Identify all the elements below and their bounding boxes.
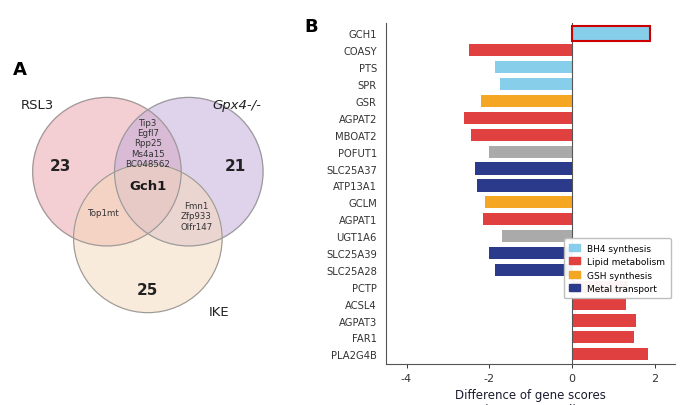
Circle shape: [114, 98, 263, 246]
Bar: [485, 197, 572, 209]
Bar: [495, 264, 572, 276]
Bar: [469, 45, 572, 58]
Bar: [572, 331, 634, 343]
Bar: [572, 348, 648, 360]
Text: Gch1: Gch1: [130, 179, 167, 192]
Text: Gpx4-/-: Gpx4-/-: [213, 99, 262, 112]
Bar: [572, 28, 650, 40]
Text: B: B: [305, 17, 318, 36]
Bar: [495, 62, 572, 74]
Text: IKE: IKE: [209, 305, 229, 318]
Bar: [572, 281, 628, 293]
Circle shape: [32, 98, 181, 246]
Bar: [471, 129, 572, 141]
Text: 21: 21: [225, 159, 247, 174]
Bar: [500, 79, 572, 91]
Text: Tip3
Egfl7
Rpp25
Ms4a15
BC048562: Tip3 Egfl7 Rpp25 Ms4a15 BC048562: [125, 118, 170, 169]
Bar: [502, 230, 572, 243]
Bar: [489, 247, 572, 260]
Text: 23: 23: [49, 159, 71, 174]
Text: Top1mt: Top1mt: [88, 209, 120, 217]
Text: 25: 25: [137, 283, 158, 298]
Text: RSL3: RSL3: [21, 99, 54, 112]
Bar: [475, 163, 572, 175]
Bar: [481, 96, 572, 108]
Text: A: A: [13, 60, 27, 78]
Bar: [572, 315, 636, 327]
Bar: [489, 146, 572, 158]
Legend: BH4 synthesis, Lipid metabolism, GSH synthesis, Metal transport: BH4 synthesis, Lipid metabolism, GSH syn…: [564, 239, 670, 299]
X-axis label: Difference of gene scores
(RSL3 – control): Difference of gene scores (RSL3 – contro…: [455, 388, 606, 405]
Circle shape: [74, 165, 222, 313]
Text: Fmn1
Zfp933
Olfr147: Fmn1 Zfp933 Olfr147: [181, 201, 212, 231]
Bar: [464, 113, 572, 125]
Bar: [572, 27, 650, 41]
Bar: [572, 298, 626, 310]
Bar: [483, 213, 572, 226]
Bar: [477, 180, 572, 192]
